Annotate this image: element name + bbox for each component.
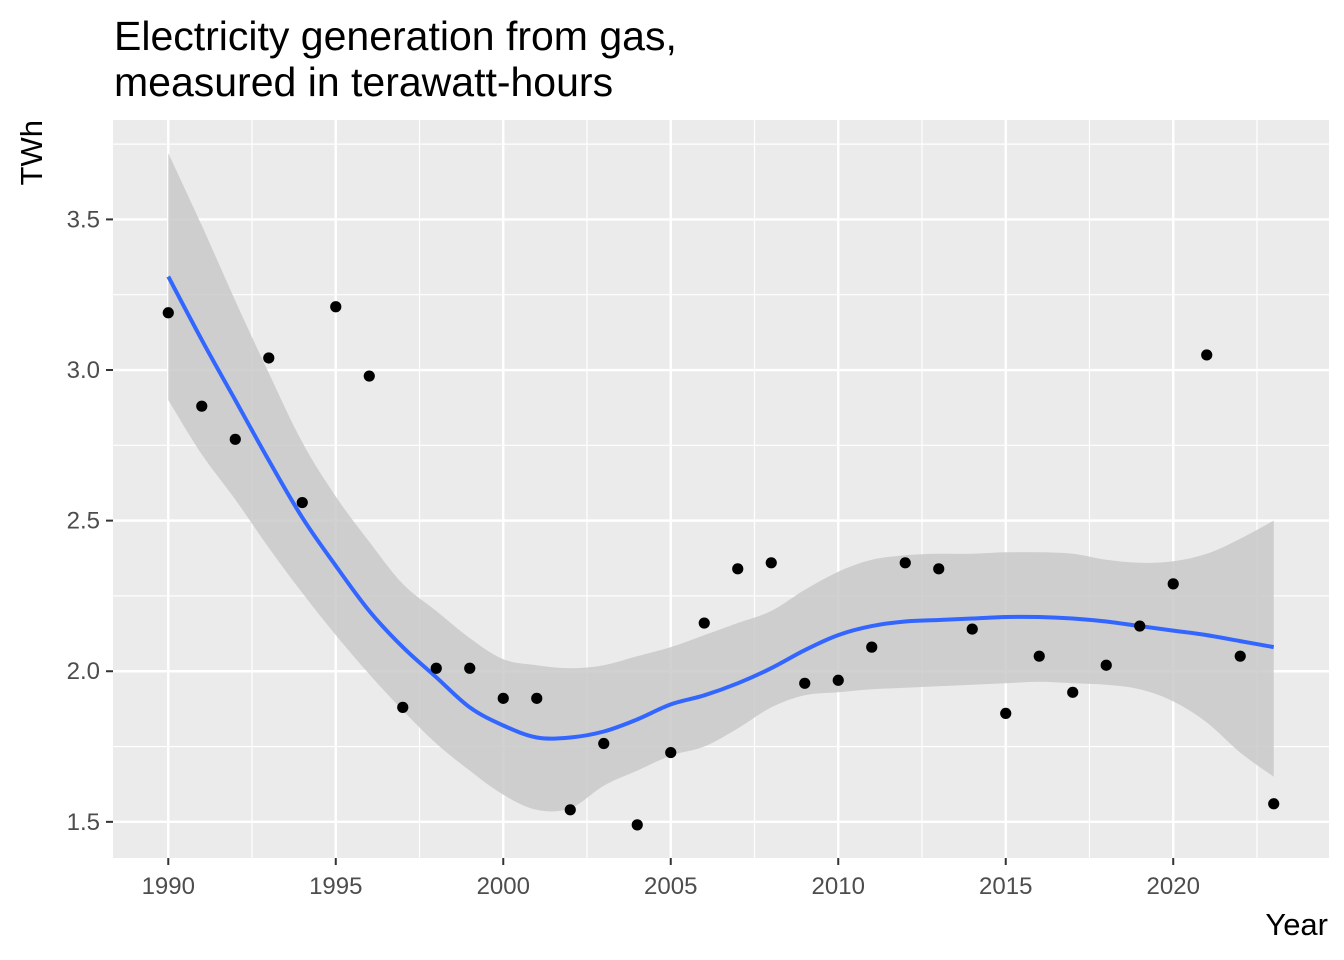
x-tick-label: 1995: [309, 873, 362, 900]
y-axis: 1.5 2.0 2.5 3.0 3.5: [67, 206, 113, 836]
x-tick-label: 2000: [477, 873, 530, 900]
x-axis-title: Year: [1265, 907, 1328, 942]
data-point: [497, 692, 509, 704]
data-point: [1033, 650, 1045, 662]
x-tick-label: 2015: [979, 873, 1032, 900]
y-tick-label: 2.0: [67, 658, 100, 685]
data-point: [1100, 659, 1112, 671]
data-point: [162, 307, 174, 319]
data-point: [1167, 578, 1179, 590]
smooth-trend-line: [166, 275, 1275, 741]
data-point: [1067, 686, 1079, 698]
y-tick-label: 2.5: [67, 508, 100, 535]
x-tick-label: 2020: [1147, 873, 1200, 900]
y-axis-title: TWh: [14, 120, 49, 185]
chart-title-line-2: measured in terawatt-hours: [114, 59, 613, 105]
data-point: [665, 746, 677, 759]
data-point: [598, 737, 610, 750]
y-tick-label: 3.0: [67, 357, 100, 384]
data-point: [1000, 707, 1012, 720]
confidence-band: [168, 153, 1274, 812]
data-point: [229, 433, 241, 445]
data-point: [330, 301, 342, 313]
data-point: [765, 557, 777, 569]
data-point: [397, 701, 409, 713]
x-tick-label: 2005: [644, 873, 697, 900]
data-point: [296, 496, 308, 509]
data-point: [464, 662, 476, 674]
data-point: [631, 819, 643, 831]
data-point: [698, 617, 710, 629]
data-point: [1234, 650, 1246, 662]
data-point: [933, 563, 945, 575]
x-axis: 1990 1995 2000 2005 2010 2015 2020: [142, 858, 1200, 900]
y-tick-label: 1.5: [67, 809, 100, 836]
data-point: [363, 370, 375, 382]
chart-title-line-1: Electricity generation from gas,: [114, 13, 677, 59]
y-tick-label: 3.5: [67, 206, 100, 233]
data-point: [732, 563, 744, 575]
data-point: [531, 692, 543, 704]
data-point: [832, 674, 844, 686]
data-points: [162, 301, 1280, 831]
data-point: [966, 623, 978, 635]
data-point: [866, 641, 878, 653]
data-point: [1134, 620, 1146, 632]
data-point: [564, 804, 576, 816]
data-point: [899, 557, 911, 569]
smooth-line-layer: [166, 275, 1275, 741]
x-tick-label: 1990: [142, 873, 195, 900]
confidence-band-layer: [168, 153, 1274, 812]
data-point: [263, 352, 275, 364]
major-gridlines: [113, 120, 1329, 858]
data-point: [799, 677, 811, 689]
data-point: [430, 662, 442, 674]
data-point: [1268, 798, 1280, 810]
data-point: [1201, 349, 1213, 361]
x-tick-label: 2010: [812, 873, 865, 900]
data-point: [196, 400, 208, 412]
